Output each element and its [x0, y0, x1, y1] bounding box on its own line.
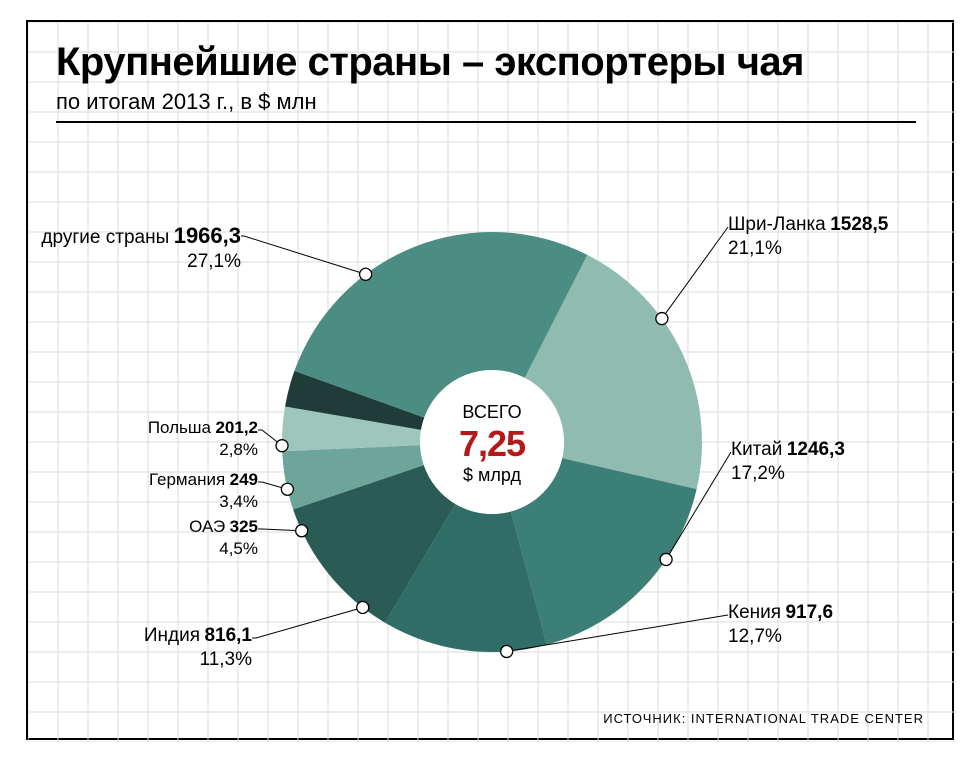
center-label: ВСЕГО 7,25 $ млрд	[412, 402, 572, 486]
donut-chart: ВСЕГО 7,25 $ млрд Шри-Ланка 1528,521,1%К…	[28, 22, 956, 742]
slice-label-china: Китай 1246,317,2%	[731, 438, 845, 486]
slice-label-kenya: Кения 917,612,7%	[728, 601, 833, 649]
chart-card: Крупнейшие страны – экспортеры чая по ит…	[26, 20, 954, 740]
slice-label-germany: Германия 2493,4%	[149, 469, 258, 512]
center-label-unit: $ млрд	[412, 465, 572, 486]
slice-label-others: другие страны 1966,327,1%	[41, 222, 241, 274]
source-credit: ИСТОЧНИК: INTERNATIONAL TRADE CENTER	[603, 711, 924, 726]
slice-label-india: Индия 816,111,3%	[144, 624, 252, 672]
slice-label-uae: ОАЭ 3254,5%	[189, 516, 258, 559]
slice-label-srilanka: Шри-Ланка 1528,521,1%	[728, 213, 888, 261]
center-label-value: 7,25	[412, 423, 572, 465]
center-label-top: ВСЕГО	[412, 402, 572, 423]
slice-label-poland: Польша 201,22,8%	[148, 417, 258, 460]
